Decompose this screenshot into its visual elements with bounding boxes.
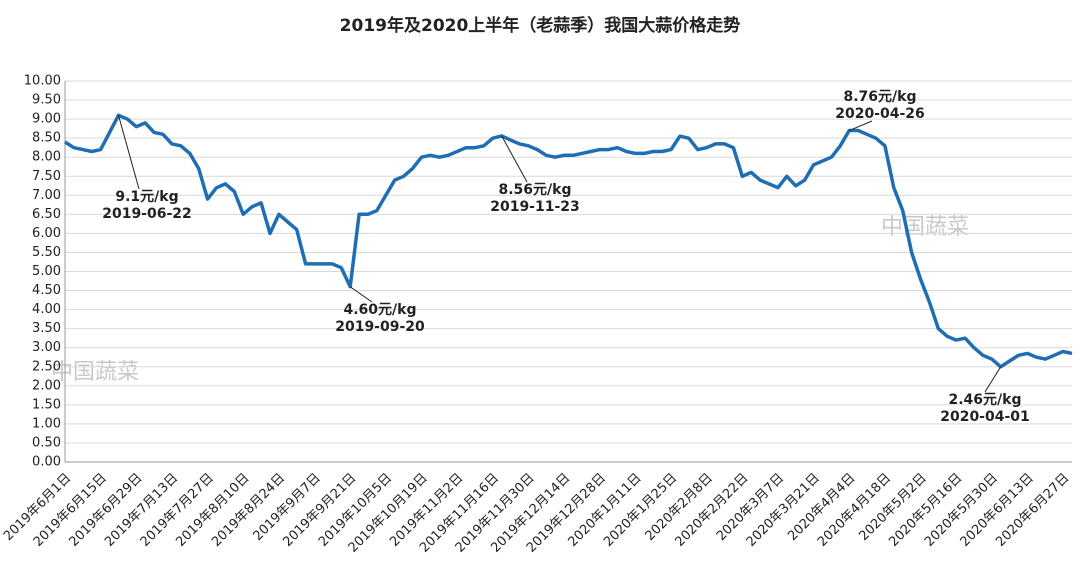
annotation-pointer: [117, 115, 140, 190]
annotation-pointer: [849, 120, 873, 131]
y-tick-label: 9.00: [32, 112, 61, 127]
chart-title: 2019年及2020上半年（老蒜季）我国大蒜价格走势: [340, 15, 741, 36]
y-tick-label: 6.00: [32, 226, 61, 241]
annotation-date: 2019-11-23: [490, 199, 580, 215]
watermark: 中国蔬菜: [881, 215, 969, 240]
y-tick-label: 10.00: [24, 74, 61, 89]
annotation-value: 4.60元/kg: [344, 302, 417, 318]
y-tick-label: 0.00: [32, 455, 61, 470]
annotation-value: 9.1元/kg: [115, 189, 178, 205]
annotation-value: 8.76元/kg: [844, 89, 917, 105]
annotation-value: 8.56元/kg: [499, 182, 572, 198]
price-line: [64, 113, 1073, 369]
y-tick-label: 1.00: [32, 416, 61, 431]
y-tick-label: 9.50: [32, 93, 61, 108]
y-tick-label: 0.50: [32, 435, 61, 450]
annotation-pointer: [501, 135, 528, 183]
y-tick-label: 7.00: [32, 188, 61, 203]
y-tick-label: 5.50: [32, 245, 61, 260]
y-tick-label: 8.50: [32, 131, 61, 146]
y-tick-label: 5.00: [32, 264, 61, 279]
annotation-pointer: [349, 286, 373, 303]
y-tick-label: 4.00: [32, 302, 61, 317]
y-tick-label: 3.00: [32, 340, 61, 355]
annotation-date: 2020-04-01: [940, 409, 1030, 425]
annotation-pointer: [984, 366, 1002, 393]
y-tick-label: 2.50: [32, 359, 61, 374]
y-tick-label: 3.50: [32, 321, 61, 336]
annotation-value: 2.46元/kg: [949, 392, 1022, 408]
annotation-date: 2019-09-20: [335, 319, 425, 335]
y-tick-label: 1.50: [32, 397, 61, 412]
annotation-date: 2019-06-22: [102, 206, 192, 222]
watermark: 中国蔬菜: [51, 360, 139, 385]
annotation-date: 2020-04-26: [835, 106, 925, 122]
y-tick-label: 8.00: [32, 150, 61, 165]
y-tick-label: 7.50: [32, 169, 61, 184]
y-tick-label: 4.50: [32, 283, 61, 298]
y-tick-label: 2.00: [32, 378, 61, 393]
y-tick-label: 6.50: [32, 207, 61, 222]
